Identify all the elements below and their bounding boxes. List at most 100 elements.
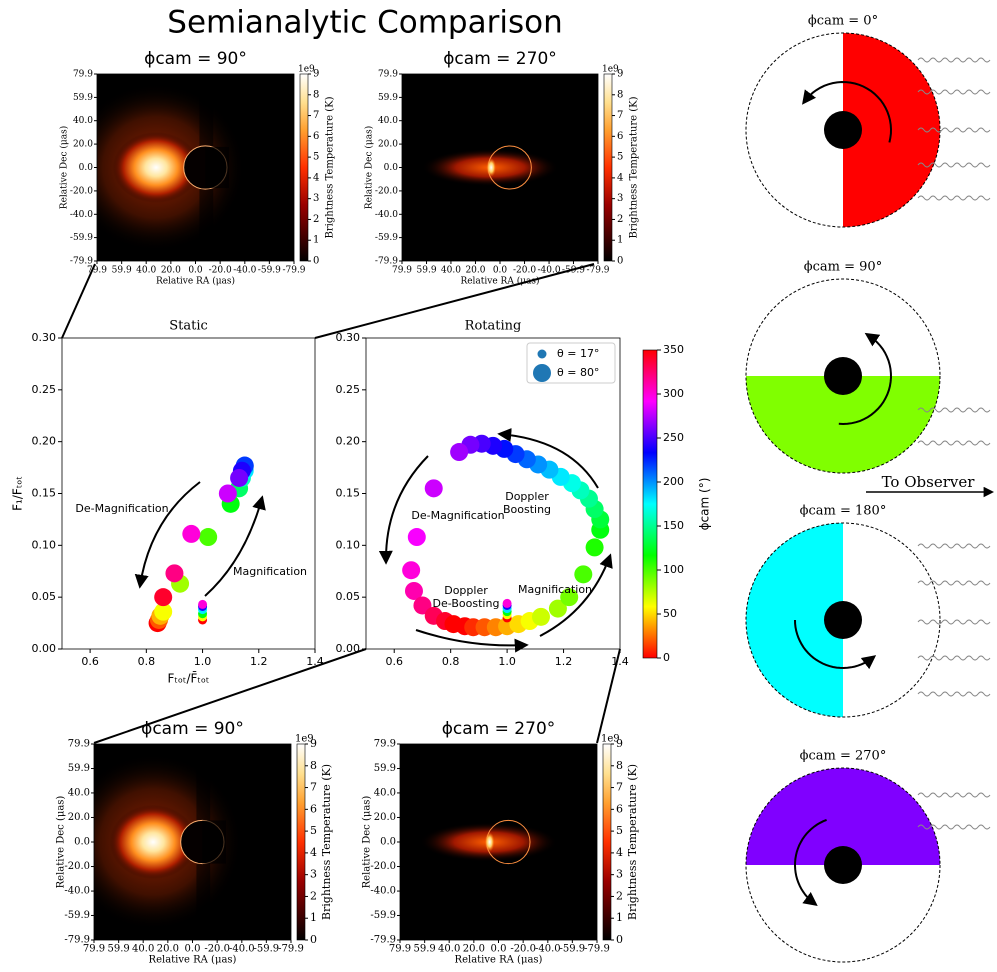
colorbar-offset: 1e9 bbox=[298, 65, 315, 75]
chart-title: ϕcam = 270° bbox=[442, 719, 556, 739]
colorbar bbox=[299, 73, 309, 262]
y-tick-label: 0.05 bbox=[32, 590, 57, 603]
x-tick-label: 79.9 bbox=[389, 944, 411, 955]
colorbar-label: Brightness Temperature (K) bbox=[626, 764, 639, 920]
x-tick-label: 1.2 bbox=[555, 655, 573, 668]
colorbar-tick-label: 7 bbox=[313, 110, 319, 121]
scatter-point bbox=[502, 598, 512, 608]
y-tick-label: 79.9 bbox=[73, 70, 93, 80]
emission-wave bbox=[917, 691, 991, 697]
colorbar-tick-label: 300 bbox=[663, 387, 684, 400]
colorbar-tick-label: 150 bbox=[663, 519, 684, 532]
y-tick-label: 0.30 bbox=[32, 331, 57, 344]
scatter-point bbox=[444, 615, 463, 634]
x-tick-label: -40.0 bbox=[535, 944, 561, 955]
emission-wave bbox=[917, 162, 991, 168]
x-axis-label: Relative RA (μas) bbox=[149, 955, 237, 966]
y-tick-label: -59.9 bbox=[70, 233, 93, 243]
rotation-arrow bbox=[794, 619, 877, 670]
emission-wave bbox=[917, 57, 991, 63]
y-tick-label: -59.9 bbox=[64, 910, 90, 921]
colorbar-tick-label: 8 bbox=[310, 759, 317, 772]
annotation-arrow bbox=[134, 481, 201, 589]
x-tick-label: 0.0 bbox=[491, 944, 507, 955]
colorbar bbox=[296, 743, 306, 941]
colorbar-tick-label: 200 bbox=[663, 475, 684, 488]
x-tick-label: 1.0 bbox=[498, 655, 516, 668]
disk-half bbox=[746, 768, 940, 865]
colorbar-tick-label: 0 bbox=[617, 256, 623, 267]
x-tick-label: 59.9 bbox=[414, 944, 436, 955]
x-tick-label: 59.9 bbox=[112, 266, 132, 276]
colorbar-tick-label: 5 bbox=[616, 824, 623, 837]
y-tick-label: -79.9 bbox=[64, 935, 90, 946]
colorbar bbox=[603, 73, 613, 262]
colorbar-tick-label: 1 bbox=[313, 235, 319, 246]
x-axis-label: Relative RA (μas) bbox=[455, 955, 543, 966]
black-hole bbox=[824, 357, 862, 395]
colorbar-tick-label: 5 bbox=[313, 152, 319, 163]
x-tick-label: 59.9 bbox=[417, 266, 437, 276]
scatter-point bbox=[154, 602, 173, 621]
figure-title: Semianalytic Comparison bbox=[167, 5, 562, 41]
colorbar-tick-label: 4 bbox=[616, 846, 623, 859]
colorbar-tick-label: 9 bbox=[617, 69, 623, 80]
chart-title: Static bbox=[169, 319, 208, 334]
scatter-point bbox=[407, 528, 426, 547]
x-tick-label: 0.0 bbox=[185, 944, 201, 955]
black-hole bbox=[824, 846, 862, 884]
ring-shadow bbox=[205, 146, 229, 189]
emission-wave bbox=[917, 440, 991, 446]
y-tick-label: 0.0 bbox=[79, 163, 94, 173]
y-tick-label: 40.0 bbox=[374, 787, 396, 798]
y-tick-label: -20.0 bbox=[64, 861, 90, 872]
scatter-point bbox=[198, 599, 208, 609]
y-tick-label: -20.0 bbox=[370, 861, 396, 872]
black-hole bbox=[824, 111, 862, 149]
colorbar-tick-label: 0 bbox=[616, 933, 623, 946]
emission-wave bbox=[917, 195, 991, 201]
x-tick-label: -20.0 bbox=[204, 944, 230, 955]
x-tick-label: 79.9 bbox=[87, 266, 107, 276]
x-axis-label: Relative RA (μas) bbox=[460, 276, 539, 287]
colorbar-tick-label: 2 bbox=[310, 889, 317, 902]
y-tick-label: -59.9 bbox=[375, 233, 398, 243]
x-tick-label: -59.9 bbox=[562, 266, 585, 276]
colorbar-tick-label: 4 bbox=[313, 172, 319, 183]
colorbar-tick-label: 5 bbox=[310, 824, 317, 837]
scatter-point bbox=[230, 468, 249, 487]
scatter-point bbox=[548, 599, 567, 618]
scatter-point bbox=[450, 443, 469, 462]
observer-label: To Observer bbox=[882, 473, 976, 491]
emission-wave bbox=[917, 792, 991, 798]
annotation: De-Magnification bbox=[411, 509, 504, 522]
y-tick-label: 0.20 bbox=[336, 435, 361, 448]
colorbar-tick-label: 6 bbox=[617, 131, 623, 142]
y-tick-label: 0.25 bbox=[336, 383, 361, 396]
colorbar-tick-label: 9 bbox=[616, 737, 623, 750]
x-tick-label: 40.0 bbox=[441, 266, 461, 276]
connector bbox=[596, 648, 621, 744]
annotation-arrow bbox=[415, 629, 529, 653]
y-axis-label: Relative Dec (μas) bbox=[59, 126, 70, 209]
emission-blob bbox=[112, 131, 200, 204]
y-axis-label: Relative Dec (μas) bbox=[56, 796, 67, 889]
diagram-title: ϕcam = 270° bbox=[800, 749, 887, 764]
x-tick-label: 20.0 bbox=[463, 944, 485, 955]
y-tick-label: 20.0 bbox=[68, 812, 90, 823]
annotation-arrow bbox=[497, 427, 599, 489]
colorbar-tick-label: 50 bbox=[663, 607, 677, 620]
y-tick-label: 0.00 bbox=[32, 642, 57, 655]
y-tick-label: 0.05 bbox=[336, 590, 361, 603]
annotation-arrow bbox=[378, 455, 429, 565]
x-axis-label: Fₜₒₜ/F̄ₜₒₜ bbox=[168, 671, 210, 685]
chart-title: ϕcam = 270° bbox=[443, 49, 557, 69]
annotation-arrow bbox=[539, 553, 613, 637]
y-tick-label: 0.15 bbox=[336, 487, 361, 500]
scatter-point bbox=[402, 561, 421, 580]
colorbar-tick-label: 2 bbox=[616, 889, 623, 902]
y-tick-label: -79.9 bbox=[375, 257, 398, 267]
colorbar-tick-label: 250 bbox=[663, 431, 684, 444]
diagram-title: ϕcam = 0° bbox=[808, 14, 878, 29]
scatter-point bbox=[531, 607, 550, 626]
